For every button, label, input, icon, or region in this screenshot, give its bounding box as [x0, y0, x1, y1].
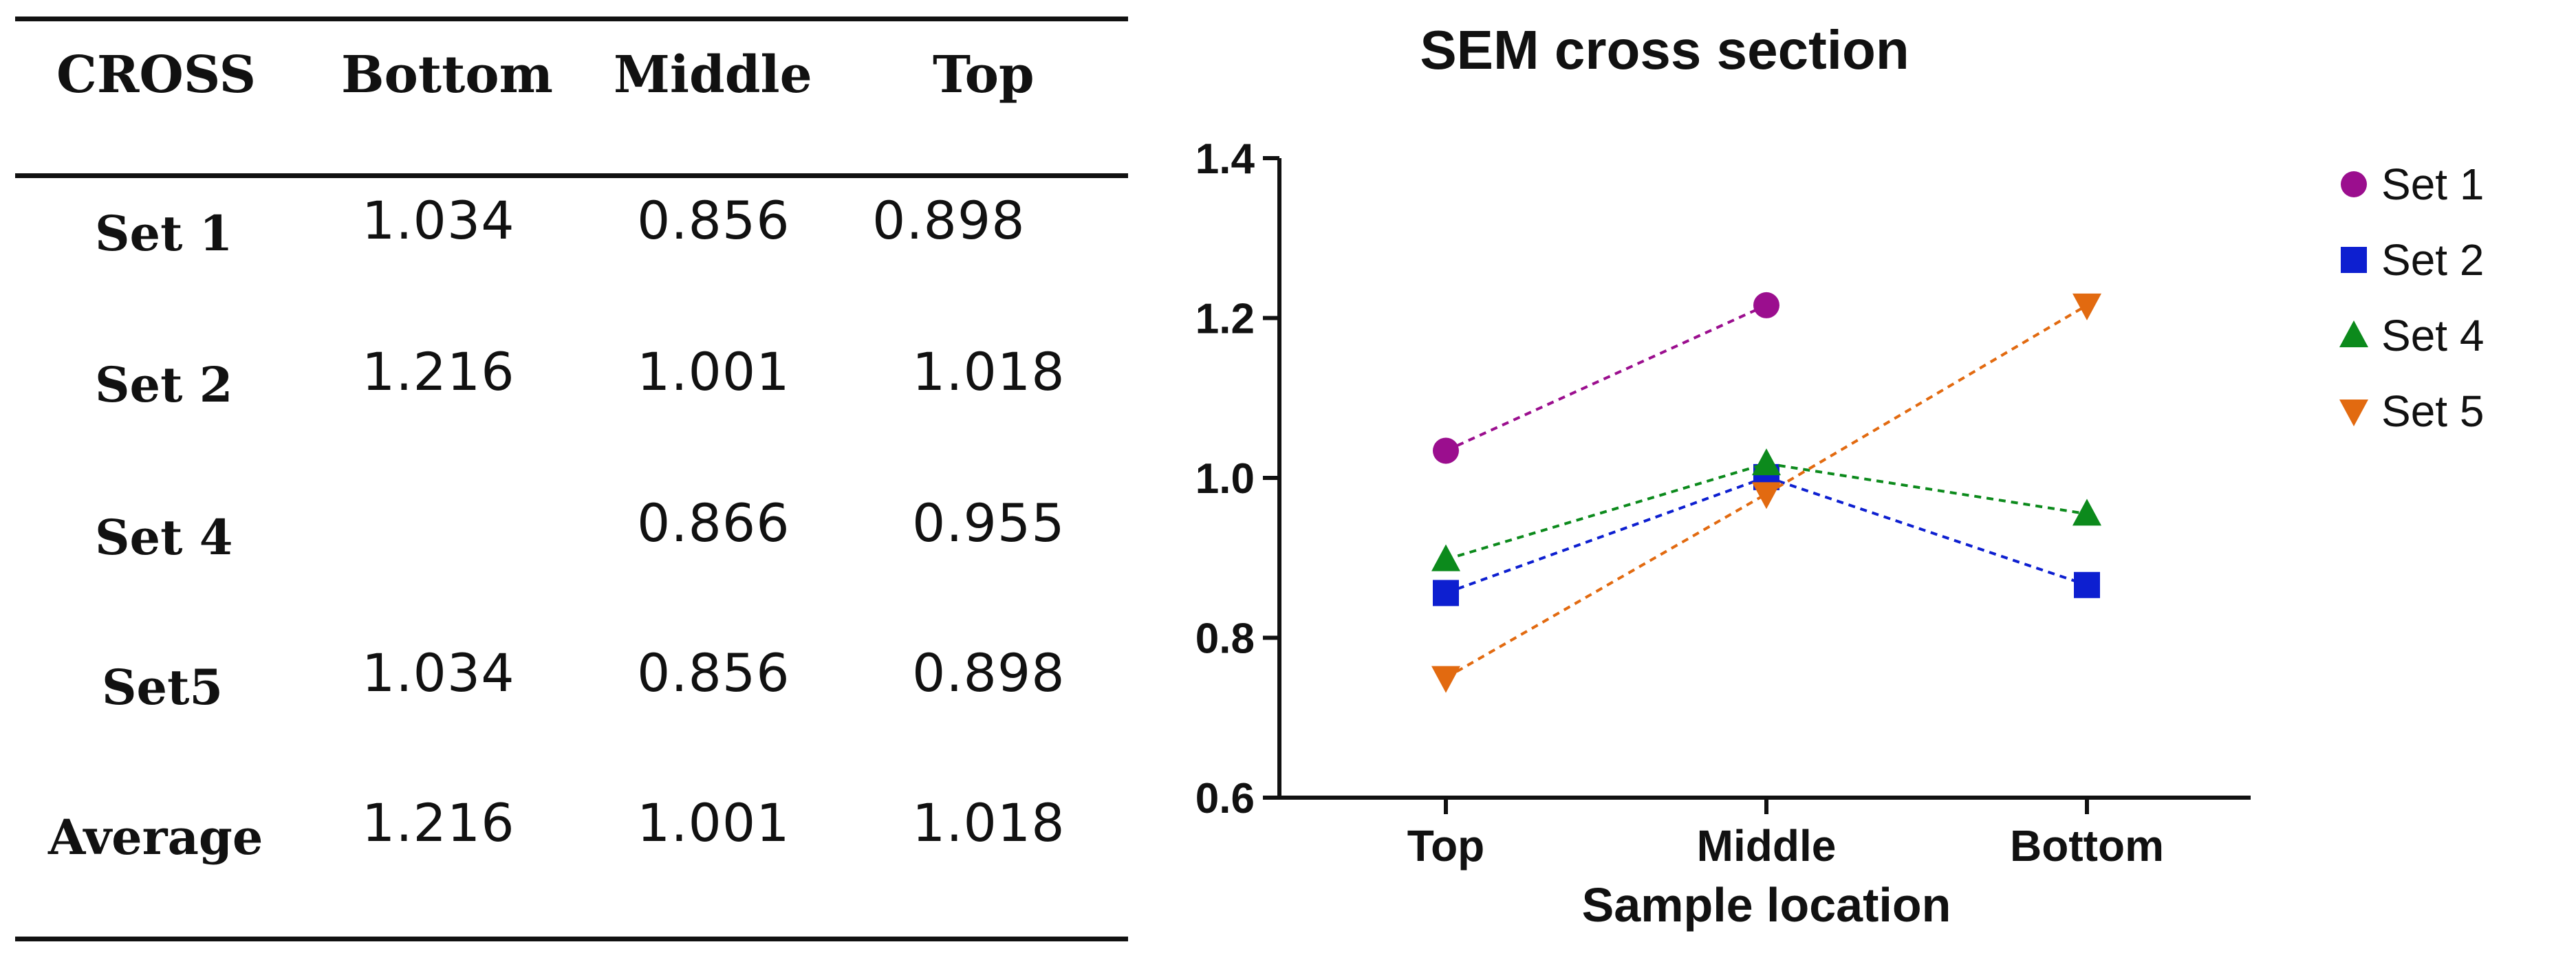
column-header-top: Top [933, 45, 1035, 105]
legend-entry: Set 4 [2339, 311, 2484, 360]
table-cell: 0.955 [912, 492, 1065, 554]
legend-label: Set 4 [2381, 311, 2484, 360]
legend-label: Set 2 [2381, 235, 2484, 285]
table-header-rule [15, 173, 1128, 178]
x-tick-label: Middle [1697, 821, 1837, 871]
series-set-5 [1431, 293, 2101, 693]
legend-entry: Set 5 [2339, 386, 2484, 436]
legend-entry: Set 1 [2341, 160, 2484, 209]
column-header-middle: Middle [614, 45, 812, 105]
series-line-segment [1445, 462, 1767, 561]
table-cell: 0.866 [637, 492, 790, 554]
row-label: Set 1 [95, 205, 233, 262]
table-cell: 1.001 [637, 792, 790, 853]
legend-marker [2339, 400, 2368, 426]
y-tick-label: 0.6 [1195, 775, 1255, 822]
legend-entry: Set 2 [2341, 235, 2484, 285]
chart-title: SEM cross section [1420, 19, 1909, 80]
legend-marker [2341, 171, 2367, 197]
data-point [1752, 448, 1781, 476]
chart-canvas: SEM cross section Sample location 0.6 0.8… [1195, 19, 2485, 932]
series-line-segment [1765, 304, 2088, 495]
legend-label: Set 5 [2381, 386, 2484, 436]
series-line-segment [1766, 475, 2088, 587]
series-line-segment [1445, 304, 1767, 452]
x-axis-label: Sample location [1582, 878, 1951, 932]
data-point [1433, 437, 1459, 464]
row-label: Set5 [102, 659, 224, 716]
y-tick-label: 1.0 [1195, 455, 1255, 503]
data-point [1753, 292, 1779, 318]
table-cell: 0.856 [637, 190, 790, 251]
data-point [2072, 293, 2101, 320]
table-cell: 1.034 [362, 190, 515, 251]
data-point [1431, 666, 1460, 693]
legend-label: Set 1 [2381, 160, 2484, 209]
x-tick-label: Bottom [2010, 821, 2164, 871]
series-set-1 [1433, 292, 1779, 464]
row-label: Set 2 [95, 356, 233, 413]
table-cell: 1.216 [362, 341, 515, 402]
table-cell: 1.018 [912, 341, 1065, 402]
cross-section-table: CROSS Bottom Middle Top Set 1 1.034 0.85… [0, 0, 1142, 962]
table-cell: 1.034 [362, 642, 515, 703]
table-cell: 1.216 [362, 792, 515, 853]
series-set-4 [1431, 448, 2101, 571]
table-bottom-rule [15, 937, 1128, 941]
sem-chart: SEM cross section Sample location 0.6 0.8… [1142, 0, 2576, 962]
x-tick-label: Top [1407, 821, 1485, 871]
legend-marker [2339, 320, 2368, 347]
y-tick-label: 1.2 [1195, 296, 1255, 343]
series-line-segment [1445, 492, 1767, 679]
table-cell: 1.001 [637, 341, 790, 402]
data-point [1752, 482, 1781, 510]
table-cell: 0.856 [637, 642, 790, 703]
series-line-segment [1445, 475, 1767, 595]
row-label: Average [48, 809, 263, 866]
table-top-rule [15, 17, 1128, 21]
y-tick-label: 0.8 [1195, 615, 1255, 663]
table-cell: 1.018 [912, 792, 1065, 853]
table-cell: 0.898 [872, 190, 1026, 251]
column-header-bottom: Bottom [341, 45, 553, 105]
data-point [1433, 580, 1459, 606]
data-point [2072, 499, 2101, 526]
series-line-segment [1766, 462, 2088, 516]
y-tick-label: 1.4 [1195, 135, 1255, 183]
column-header-cross: CROSS [56, 45, 257, 105]
row-label: Set 4 [95, 509, 233, 566]
data-point [1431, 544, 1460, 571]
table-cell: 0.898 [912, 642, 1065, 703]
data-point [2074, 571, 2100, 598]
legend-marker [2341, 247, 2367, 273]
